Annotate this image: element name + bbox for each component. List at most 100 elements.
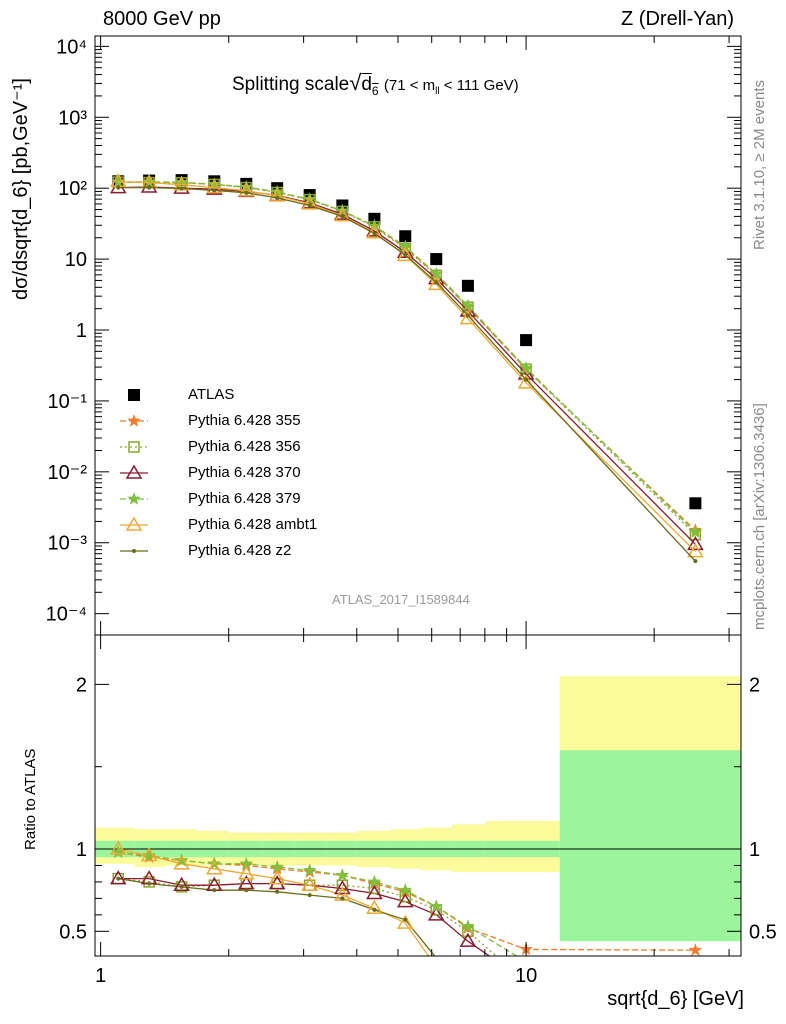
y-tick-label: 10 — [65, 249, 87, 271]
ratio-point-pythia-6-428-z2 — [275, 889, 280, 894]
plot-title-sub2: < 111 GeV) — [443, 77, 519, 94]
ratio-y-tick-label-right: 2 — [749, 674, 760, 696]
ratio-frame — [94, 634, 742, 957]
y-tick-label: 10⁻² — [48, 462, 88, 484]
point-pythia-6-428-ambt1 — [459, 310, 477, 325]
ratio-point-pythia-6-428-370 — [109, 870, 127, 885]
point-atlas — [430, 253, 443, 266]
legend-label: ATLAS — [188, 386, 235, 403]
point-pythia-6-428-ambt1 — [238, 182, 255, 197]
ratio-point-pythia-6-428-379 — [270, 859, 285, 874]
point-pythia-6-428-370 — [687, 535, 704, 551]
point-pythia-6-428-379 — [688, 525, 703, 539]
point-pythia-6-428-z2 — [372, 231, 377, 236]
point-pythia-6-428-379 — [302, 191, 317, 206]
point-atlas — [520, 334, 533, 347]
point-pythia-6-428-z2 — [179, 186, 184, 191]
ratio-point-pythia-6-428-ambt1 — [238, 865, 255, 880]
y-axis-label-ratio: Ratio to ATLAS — [22, 748, 39, 850]
point-pythia-6-428-ambt1 — [396, 246, 414, 262]
plot-title-sub: (71 < m — [383, 77, 436, 94]
ratio-point-pythia-6-428-z2 — [244, 888, 249, 893]
point-pythia-6-428-ambt1 — [301, 195, 318, 210]
ratio-point-pythia-6-428-z2 — [307, 893, 312, 898]
watermark: ATLAS_2017_I1589844 — [332, 592, 470, 607]
legend-label: Pythia 6.428 356 — [188, 438, 301, 455]
point-pythia-6-428-379 — [239, 179, 254, 193]
y-tick-label: 10⁻¹ — [48, 391, 88, 413]
ratio-point-pythia-6-428-ambt1 — [268, 870, 286, 885]
point-pythia-6-428-z2 — [434, 280, 439, 285]
rivet-label: Rivet 3.1.10, ≥ 2M events — [751, 80, 768, 250]
ratio-point-pythia-6-428-z2 — [116, 876, 121, 881]
header-right: Z (Drell-Yan) — [621, 8, 734, 30]
ratio-point-pythia-6-428-z2 — [403, 917, 408, 922]
ratio-point-pythia-6-428-370 — [396, 893, 414, 908]
ratio-point-pythia-6-428-379 — [335, 868, 350, 882]
ratio-point-pythia-6-428-379 — [142, 848, 157, 862]
ratio-point-pythia-6-428-370 — [459, 932, 477, 947]
ratio-point-pythia-6-428-379 — [367, 874, 382, 888]
plot-title: Splitting scale√d6 (71 < mll < 111 GeV) — [232, 70, 519, 98]
y-tick-label: 10⁴ — [56, 36, 87, 58]
legend-marker — [127, 491, 141, 505]
point-pythia-6-428-z2 — [465, 313, 470, 318]
point-pythia-6-428-ambt1 — [427, 275, 445, 291]
point-pythia-6-428-z2 — [307, 203, 312, 208]
ratio-point-pythia-6-428-ambt1 — [366, 899, 383, 915]
x-tick-label: 1 — [95, 965, 106, 987]
point-atlas — [689, 497, 702, 510]
legend-marker — [132, 549, 136, 553]
legend-label: Pythia 6.428 ambt1 — [188, 516, 318, 533]
ratio-point-pythia-6-428-ambt1 — [109, 840, 127, 855]
point-pythia-6-428-z2 — [212, 188, 217, 193]
line-pythia-6-428-379 — [118, 181, 696, 533]
legend-marker — [127, 413, 141, 427]
point-pythia-6-428-z2 — [116, 185, 121, 190]
ratio-point-pythia-6-428-379 — [461, 919, 475, 933]
ratio-point-pythia-6-428-z2 — [340, 896, 345, 901]
ratio-point-pythia-6-428-370 — [334, 880, 351, 895]
ratio-point-pythia-6-428-z2 — [147, 881, 152, 886]
point-pythia-6-428-ambt1 — [205, 179, 223, 194]
y-tick-label: 10⁻³ — [48, 533, 88, 555]
point-pythia-6-428-379 — [142, 174, 157, 188]
y-axis-label-top: dσ/dsqrt{d_6} [pb,GeV⁻¹] — [10, 78, 32, 300]
ratio-y-tick-label-right: 0.5 — [749, 921, 777, 943]
point-pythia-6-428-z2 — [524, 377, 529, 382]
ratio-point-pythia-6-428-379 — [174, 853, 189, 867]
point-pythia-6-428-379 — [207, 176, 222, 191]
ratio-point-pythia-6-428-ambt1 — [301, 876, 318, 891]
ratio-point-pythia-6-428-379 — [398, 882, 413, 897]
y-tick-label: 10² — [58, 178, 87, 200]
legend-label: Pythia 6.428 z2 — [188, 542, 292, 559]
ratio-point-pythia-6-428-356 — [143, 876, 155, 888]
ratio-point-pythia-6-428-ambt1 — [140, 847, 158, 862]
y-tick-label: 10³ — [58, 107, 87, 129]
legend-label: Pythia 6.428 355 — [188, 412, 301, 429]
point-pythia-6-428-ambt1 — [517, 374, 535, 389]
legend-marker — [128, 389, 140, 401]
point-pythia-6-428-ambt1 — [687, 543, 704, 558]
point-pythia-6-428-379 — [461, 298, 475, 312]
ratio-stat-band — [559, 750, 741, 942]
x-tick-label: 10 — [515, 965, 537, 987]
ratio-point-pythia-6-428-ambt1 — [173, 855, 190, 870]
legend-marker — [125, 464, 143, 479]
point-pythia-6-428-379 — [270, 184, 285, 198]
legend-label: Pythia 6.428 379 — [188, 490, 301, 507]
point-pythia-6-428-z2 — [147, 185, 152, 190]
legend-marker — [128, 441, 140, 453]
point-pythia-6-428-379 — [519, 360, 534, 375]
ratio-point-pythia-6-428-370 — [427, 906, 445, 921]
point-pythia-6-428-z2 — [275, 195, 280, 200]
ratio-point-pythia-6-428-379 — [302, 863, 317, 877]
line-pythia-6-428-z2 — [118, 186, 696, 562]
line-pythia-6-428-ambt1 — [118, 180, 696, 553]
legend-label: Pythia 6.428 370 — [188, 464, 301, 481]
ratio-y-tick-label-right: 1 — [749, 839, 760, 861]
ratio-point-pythia-6-428-370 — [173, 876, 190, 891]
plot-title-main: Splitting scale — [232, 74, 350, 95]
ratio-point-pythia-6-428-379 — [429, 899, 444, 913]
